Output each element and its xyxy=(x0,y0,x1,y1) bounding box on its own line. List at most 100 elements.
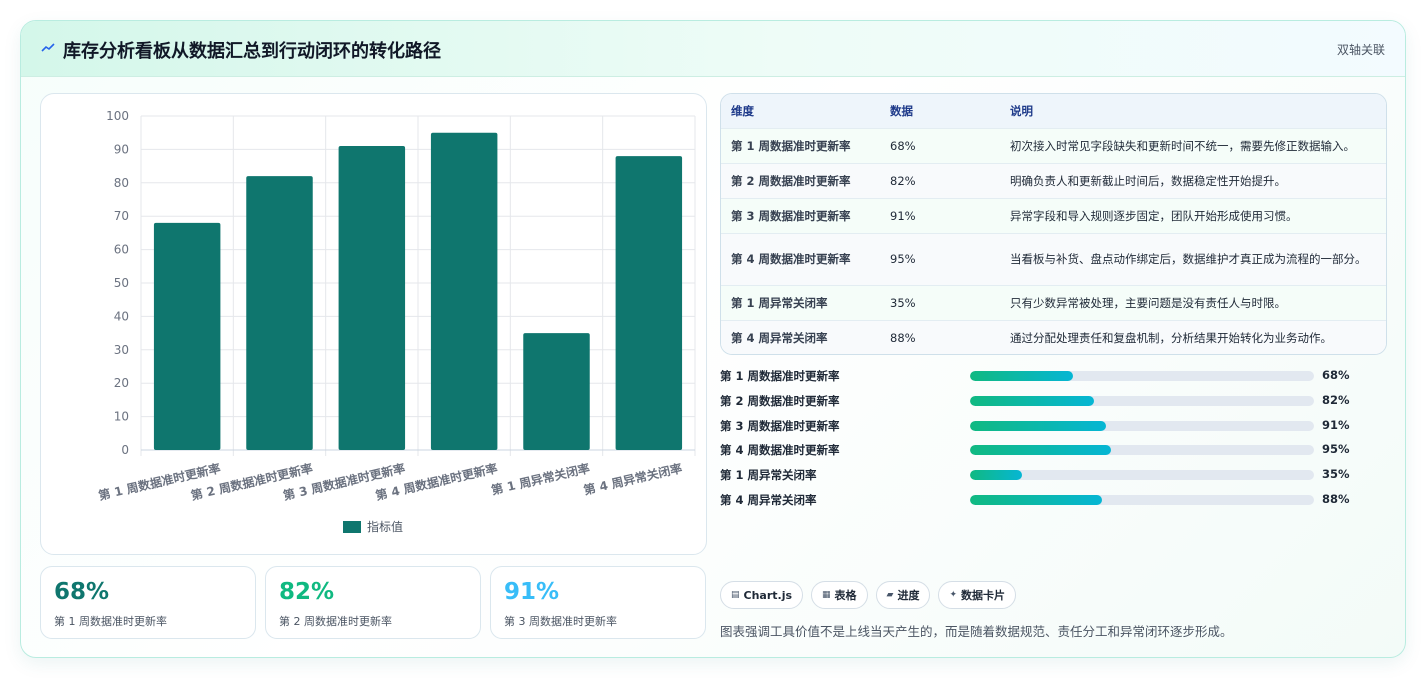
row-dimension: 第 1 周数据准时更新率 xyxy=(721,127,880,163)
progress-label: 第 3 周数据准时更新率 xyxy=(720,418,840,433)
progress-row: 第 4 周异常关闭率 88% xyxy=(720,489,1352,514)
y-tick-label: 30 xyxy=(114,343,129,357)
row-description: 只有少数异常被处理，主要问题是没有责任人与时限。 xyxy=(1000,284,1386,320)
sparkle-icon: ✦ xyxy=(949,590,958,600)
column-header-description: 说明 xyxy=(1010,103,1033,118)
bar xyxy=(246,176,313,450)
progress-value: 95% xyxy=(1322,442,1350,457)
progress-label: 第 4 周异常关闭率 xyxy=(720,492,817,507)
progress-row: 第 1 周数据准时更新率 68% xyxy=(720,365,1352,390)
table-row: 第 1 周数据准时更新率 68% 初次接入时常见字段缺失和更新时间不统一，需要先… xyxy=(721,127,1386,163)
stat-card-week3: 91% 第 3 周数据准时更新率 xyxy=(490,566,706,639)
header: 库存分析看板从数据汇总到行动闭环的转化路径 双轴关联 xyxy=(21,21,1405,77)
stat-value: 82% xyxy=(279,579,335,605)
y-tick-label: 70 xyxy=(114,209,129,223)
chip-progress[interactable]: ▰ 进度 xyxy=(875,581,931,609)
progress-track xyxy=(970,494,1314,505)
stat-label: 第 3 周数据准时更新率 xyxy=(504,615,617,628)
chip-sparkle[interactable]: ✦ 数据卡片 xyxy=(938,581,1017,609)
legend-swatch xyxy=(343,520,361,533)
table-icon: ▦ xyxy=(822,590,831,600)
dashboard-card: 库存分析看板从数据汇总到行动闭环的转化路径 双轴关联 0 10 20 30 40 50 60… xyxy=(20,20,1406,658)
progress-row: 第 2 周数据准时更新率 82% xyxy=(720,390,1352,415)
progress-icon: ▰ xyxy=(886,590,894,600)
y-tick-label: 60 xyxy=(114,243,129,257)
row-value: 95% xyxy=(880,232,1000,285)
progress-track xyxy=(970,420,1314,431)
row-value: 88% xyxy=(880,319,1000,354)
legend-label: 指标值 xyxy=(367,520,404,534)
page-title: 库存分析看板从数据汇总到行动闭环的转化路径 xyxy=(63,41,441,62)
progress-fill xyxy=(970,445,1112,456)
x-tick-label: 第 4 周异常关闭率 xyxy=(582,460,684,497)
row-description: 通过分配处理责任和复盘机制，分析结果开始转化为业务动作。 xyxy=(1000,319,1386,354)
table-row: 第 1 周异常关闭率 35% 只有少数异常被处理，主要问题是没有责任人与时限。 xyxy=(721,284,1386,320)
row-dimension: 第 2 周数据准时更新率 xyxy=(721,162,880,198)
progress-row: 第 4 周数据准时更新率 95% xyxy=(720,439,1352,464)
dual-axis-badge[interactable]: 双轴关联 xyxy=(1336,43,1385,57)
footnote: 图表强调工具价值不是上线当天产生的，而是随着数据规范、责任分工和异常闭环逐步形成… xyxy=(720,624,1233,639)
progress-value: 88% xyxy=(1322,491,1350,506)
bar xyxy=(615,156,683,450)
table-row: 第 4 周异常关闭率 88% 通过分配处理责任和复盘机制，分析结果开始转化为业务… xyxy=(721,319,1386,354)
progress-track xyxy=(970,395,1314,406)
chart-legend[interactable]: 指标值 xyxy=(343,518,403,535)
progress-label: 第 1 周异常关闭率 xyxy=(720,468,817,483)
table-row: 第 2 周数据准时更新率 82% 明确负责人和更新截止时间后，数据稳定性开始提升… xyxy=(721,162,1386,198)
row-value: 91% xyxy=(880,197,1000,233)
chip-label: 数据卡片 xyxy=(961,589,1006,602)
progress-fill xyxy=(970,470,1022,481)
progress-row: 第 1 周异常关闭率 35% xyxy=(720,464,1352,489)
row-description: 当看板与补货、盘点动作绑定后，数据维护才真正成为流程的一部分。 xyxy=(1000,232,1386,285)
stat-card-week1: 68% 第 1 周数据准时更新率 xyxy=(40,566,256,639)
bar xyxy=(338,146,406,450)
stat-label: 第 1 周数据准时更新率 xyxy=(54,615,167,628)
progress-value: 82% xyxy=(1322,392,1350,407)
trend-icon xyxy=(41,43,55,52)
progress-row: 第 3 周数据准时更新率 91% xyxy=(720,415,1352,440)
chip-label: 表格 xyxy=(834,589,857,602)
row-dimension: 第 3 周数据准时更新率 xyxy=(721,197,880,233)
progress-fill xyxy=(970,371,1074,381)
metrics-table: 维度 数据 说明 第 1 周数据准时更新率 68% 初次接入时常见字段缺失和更新… xyxy=(720,93,1387,355)
table-row: 第 4 周数据准时更新率 95% 当看板与补货、盘点动作绑定后，数据维护才真正成… xyxy=(721,232,1386,285)
table-header-row: 维度 数据 说明 xyxy=(721,94,1386,128)
bar-chart-panel: 0 10 20 30 40 50 60 70 80 90 100 第 1 周数据准时更新率第 2 周数… xyxy=(40,93,707,555)
stat-value: 68% xyxy=(54,579,110,605)
x-tick-label: 第 1 周异常关闭率 xyxy=(490,460,592,497)
progress-label: 第 1 周数据准时更新率 xyxy=(720,369,840,383)
y-tick-label: 10 xyxy=(114,410,129,424)
row-description: 初次接入时常见字段缺失和更新时间不统一，需要先修正数据输入。 xyxy=(1000,127,1386,163)
progress-track xyxy=(970,470,1314,481)
progress-label: 第 4 周数据准时更新率 xyxy=(720,443,840,458)
chip-label: 进度 xyxy=(897,589,920,602)
y-tick-label: 100 xyxy=(106,109,129,123)
progress-label: 第 2 周数据准时更新率 xyxy=(720,393,840,408)
chip-chart[interactable]: ▤ Chart.js xyxy=(720,581,804,609)
y-tick-label: 20 xyxy=(114,376,129,390)
progress-fill xyxy=(970,420,1106,431)
bar xyxy=(430,132,498,450)
stat-label: 第 2 周数据准时更新率 xyxy=(279,615,392,628)
progress-value: 35% xyxy=(1322,467,1350,482)
y-tick-label: 40 xyxy=(114,309,129,323)
row-dimension: 第 1 周异常关闭率 xyxy=(721,284,880,320)
column-header-dimension: 维度 xyxy=(731,103,754,118)
progress-track xyxy=(970,445,1314,456)
row-value: 35% xyxy=(880,284,1000,320)
progress-fill xyxy=(970,395,1094,406)
stat-card-week2: 82% 第 2 周数据准时更新率 xyxy=(265,566,481,639)
chart-icon: ▤ xyxy=(731,590,740,600)
chip-table[interactable]: ▦ 表格 xyxy=(811,581,868,609)
y-tick-label: 0 xyxy=(121,443,129,457)
table-row: 第 3 周数据准时更新率 91% 异常字段和导入规则逐步固定，团队开始形成使用习… xyxy=(721,197,1386,233)
stat-value: 91% xyxy=(504,579,560,605)
y-tick-label: 80 xyxy=(114,176,129,190)
feature-chips: ▤ Chart.js ▦ 表格 ▰ 进度 ✦ 数据卡片 xyxy=(720,581,1017,609)
progress-value: 91% xyxy=(1322,417,1350,432)
y-tick-label: 50 xyxy=(114,276,129,290)
row-value: 68% xyxy=(880,127,1000,163)
y-tick-label: 90 xyxy=(114,142,129,156)
bar xyxy=(523,333,590,450)
